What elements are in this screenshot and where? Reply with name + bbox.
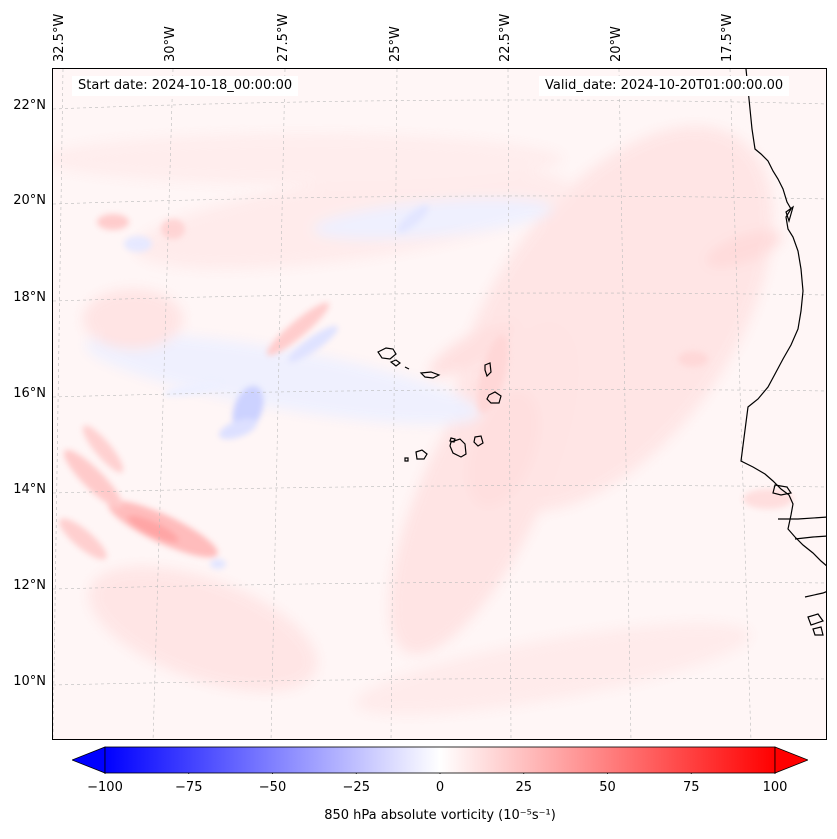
colorbar-tick-label: −75 [175, 780, 203, 795]
valid-date-label: Valid_date: 2024-10-20T01:00:00.00 [539, 76, 790, 96]
lat-label-12n: 12°N [13, 578, 46, 593]
lon-label-27-5w: 27.5°W [276, 13, 291, 62]
vorticity-map [52, 68, 827, 740]
lon-label-25w: 25°W [388, 26, 403, 62]
colorbar-gradient [104, 746, 776, 774]
lon-label-32-5w: 32.5°W [52, 13, 67, 62]
cape-verde-islands [377, 347, 502, 462]
start-date-label: Start date: 2024-10-18_00:00:00 [72, 76, 299, 96]
lon-label-20w: 20°W [609, 26, 624, 62]
lat-label-18n: 18°N [13, 290, 46, 305]
colorbar-tick-label: −100 [87, 780, 123, 795]
africa-coastline [740, 69, 826, 636]
vorticity-field [53, 69, 826, 739]
lon-label-30w: 30°W [163, 26, 178, 62]
colorbar-tick-label: −50 [258, 780, 287, 795]
colorbar-tick-label: 0 [435, 780, 445, 795]
colorbar-tick-label: 50 [599, 780, 616, 795]
colorbar-ticks [104, 773, 776, 774]
lat-label-14n: 14°N [13, 482, 46, 497]
graticule [53, 69, 826, 739]
colorbar-variable: 850 hPa absolute vorticity [324, 808, 495, 823]
colorbar-tick-label: 75 [682, 780, 700, 795]
colorbar [72, 746, 808, 774]
colorbar-tick-label: −25 [342, 780, 370, 795]
colorbar-max-extend [774, 746, 808, 774]
lat-label-20n: 20°N [13, 193, 46, 208]
colorbar-units: (10⁻⁵s⁻¹) [498, 808, 556, 823]
colorbar-min-extend [72, 746, 106, 774]
lat-label-16n: 16°N [13, 386, 46, 401]
lat-label-10n: 10°N [13, 674, 46, 689]
colorbar-tick-label: 25 [515, 780, 533, 795]
vorticity-shading [53, 126, 781, 715]
colorbar-tick-label: 100 [762, 780, 788, 795]
lat-label-22n: 22°N [13, 98, 46, 113]
lon-label-17-5w: 17.5°W [720, 13, 735, 62]
colorbar-label: 850 hPa absolute vorticity (10⁻⁵s⁻¹) [0, 808, 837, 823]
lon-label-22-5w: 22.5°W [498, 13, 513, 62]
vorticity-features [59, 205, 793, 569]
